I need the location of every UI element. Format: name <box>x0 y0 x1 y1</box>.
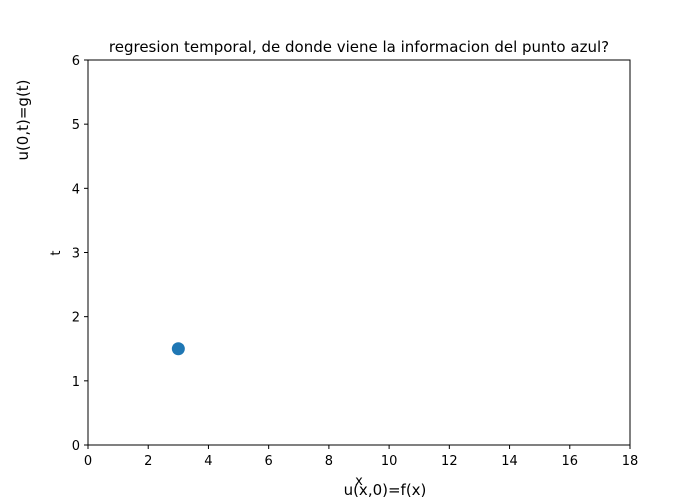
y-tick-label: 3 <box>72 247 80 262</box>
y-tick-label: 2 <box>72 311 80 326</box>
chart-title: regresion temporal, de donde viene la in… <box>109 38 609 56</box>
x-tick-label: 0 <box>84 454 92 469</box>
y-tick-label: 6 <box>72 54 80 69</box>
y-tick-label: 0 <box>72 439 80 454</box>
y-tick-label: 1 <box>72 375 80 390</box>
x-tick-label: 12 <box>441 454 458 469</box>
data-points <box>171 342 185 356</box>
y-axis: 0 1 2 3 4 5 6 <box>72 54 88 454</box>
data-point <box>171 342 185 356</box>
x-tick-label: 16 <box>562 454 579 469</box>
y-axis-label: t <box>49 250 64 255</box>
y-tick-label: 5 <box>72 118 80 133</box>
left-boundary-annotation: u(0,t)=g(t) <box>14 79 32 160</box>
y-tick-label: 4 <box>72 182 80 197</box>
x-tick-label: 6 <box>265 454 273 469</box>
x-tick-label: 8 <box>325 454 333 469</box>
x-tick-label: 10 <box>381 454 398 469</box>
x-tick-label: 2 <box>144 454 152 469</box>
x-tick-label: 14 <box>501 454 518 469</box>
x-tick-label: 18 <box>622 454 639 469</box>
x-tick-label: 4 <box>204 454 212 469</box>
x-axis: 0 2 4 6 8 10 12 14 16 18 <box>84 445 638 469</box>
bottom-boundary-annotation: u(x,0)=f(x) <box>344 481 427 499</box>
x-axis-label: x <box>355 474 363 489</box>
